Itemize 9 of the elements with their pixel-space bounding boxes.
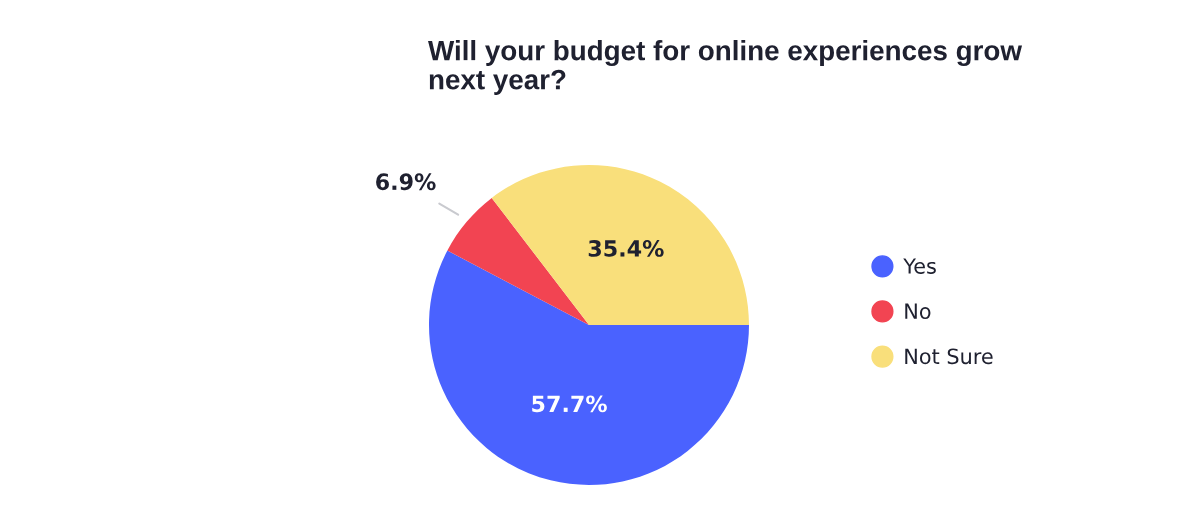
legend-label: Yes [903, 258, 936, 274]
data-label: 35.4% [588, 240, 664, 257]
data-label: 6.9% [376, 173, 436, 191]
legend-label: No [905, 303, 931, 320]
legend-label: Not Sure [905, 348, 993, 365]
pie-slice [491, 165, 749, 325]
chart-title: Will your budget for online experiences grow next year? [428, 40, 1023, 95]
pie-slice [447, 197, 589, 325]
data-label: 57.7% [532, 395, 607, 413]
